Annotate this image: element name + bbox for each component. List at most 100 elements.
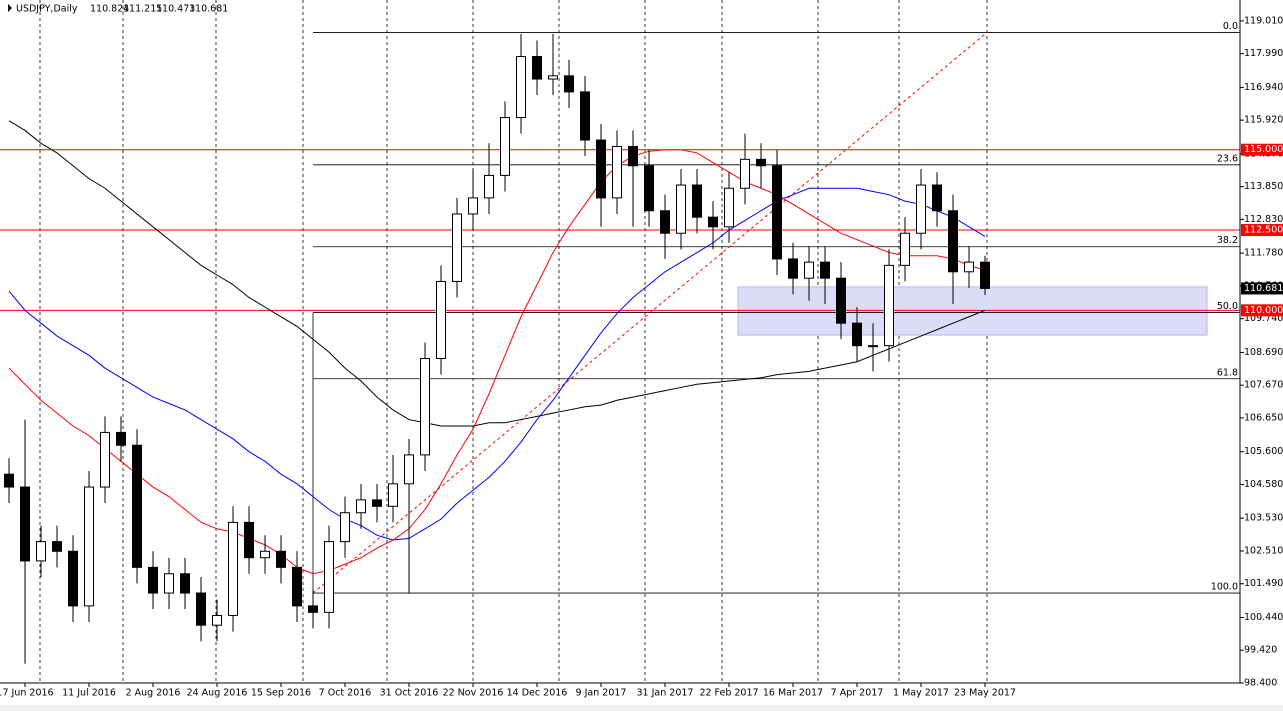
candle-body xyxy=(836,277,846,324)
candle-body xyxy=(852,322,862,347)
candle-body xyxy=(708,216,718,228)
candle-body xyxy=(228,521,238,617)
x-tick-label: 22 Nov 2016 xyxy=(443,688,504,699)
candle-body xyxy=(164,573,174,594)
quote-value: 111.215 xyxy=(123,4,162,15)
fib-label: 23.6 xyxy=(1217,153,1238,164)
x-tick-label: 22 Feb 2017 xyxy=(699,688,758,699)
y-tick-label: 99.420 xyxy=(1244,645,1277,656)
candle-body xyxy=(308,605,318,613)
candle-body xyxy=(772,165,782,260)
candle-body xyxy=(292,566,302,607)
tab-bar xyxy=(0,705,1283,711)
candle-body xyxy=(756,158,766,167)
candle-body xyxy=(532,56,542,80)
y-tick-label: 105.600 xyxy=(1244,446,1283,457)
quote-value: 110.473 xyxy=(156,4,195,15)
level-box-label: 112.500 xyxy=(1244,225,1283,236)
candle-body xyxy=(804,261,814,279)
candle-body xyxy=(404,454,414,485)
fib-label: 0.0 xyxy=(1223,21,1238,32)
candle-body xyxy=(884,264,894,347)
candle-body xyxy=(324,541,334,613)
level-box xyxy=(1241,224,1283,237)
y-tick-label: 100.440 xyxy=(1244,612,1283,623)
x-tick-label: 14 Dec 2016 xyxy=(507,688,568,699)
y-tick-label: 117.990 xyxy=(1244,48,1283,59)
fib-label: 61.8 xyxy=(1217,367,1238,378)
x-tick-label: 24 Aug 2016 xyxy=(187,688,248,699)
x-tick-label: 7 Oct 2016 xyxy=(319,688,372,699)
candle-body xyxy=(52,541,62,552)
moving-average xyxy=(8,187,986,541)
candle-body xyxy=(916,184,926,234)
candle-body xyxy=(356,499,366,514)
quote-value: 110.824 xyxy=(90,4,129,15)
candle-body xyxy=(500,117,510,176)
x-tick-label: 23 May 2017 xyxy=(954,688,1016,699)
candle-body xyxy=(644,165,654,212)
candle-body xyxy=(420,358,430,456)
y-tick-label: 101.490 xyxy=(1244,578,1283,589)
level-box xyxy=(1241,304,1283,317)
level-box-label: 115.000 xyxy=(1244,144,1283,155)
y-tick-label: 112.830 xyxy=(1244,214,1283,225)
x-tick-label: 17 Jun 2016 xyxy=(0,688,54,699)
fib-label: 100.0 xyxy=(1211,582,1238,593)
y-tick-label: 109.740 xyxy=(1244,313,1283,324)
candle-body xyxy=(740,158,750,189)
candle-body xyxy=(276,550,286,568)
last-price-label: 110.681 xyxy=(1244,283,1283,294)
candle-body xyxy=(148,566,158,594)
moving-average xyxy=(8,149,986,575)
candle-body xyxy=(372,499,382,507)
candle-body xyxy=(36,541,46,562)
candle-body xyxy=(548,75,558,80)
chart-title: USDJPY,Daily xyxy=(16,4,78,15)
candle-body xyxy=(68,550,78,607)
x-tick-label: 11 Jul 2016 xyxy=(62,688,116,699)
candle-body xyxy=(900,232,910,266)
x-tick-label: 15 Sep 2016 xyxy=(251,688,311,699)
candle-body xyxy=(388,483,398,507)
candle-body xyxy=(4,473,14,488)
candle-body xyxy=(564,75,574,93)
quote-value: 110.681 xyxy=(189,4,228,15)
y-tick-label: 107.670 xyxy=(1244,380,1283,391)
x-tick-label: 1 May 2017 xyxy=(893,688,949,699)
candle-body xyxy=(948,210,958,273)
fib-trend xyxy=(312,32,988,594)
candle-body xyxy=(132,444,142,568)
fib-label: 38.2 xyxy=(1217,235,1238,246)
y-tick-label: 113.850 xyxy=(1244,181,1283,192)
candle-body xyxy=(20,486,30,562)
y-tick-label: 106.650 xyxy=(1244,412,1283,423)
candle-body xyxy=(340,512,350,543)
candle-body xyxy=(868,345,878,348)
y-tick-label: 111.780 xyxy=(1244,248,1283,259)
candle-body xyxy=(980,261,990,289)
y-tick-label: 119.010 xyxy=(1244,15,1283,26)
candle-body xyxy=(516,56,526,119)
candle-body xyxy=(964,261,974,273)
candle-body xyxy=(468,197,478,215)
y-tick-label: 115.920 xyxy=(1244,115,1283,126)
candle-body xyxy=(628,145,638,167)
y-tick-label: 98.400 xyxy=(1244,678,1277,689)
candle-body xyxy=(452,213,462,282)
candle-body xyxy=(788,258,798,279)
y-tick-label: 108.690 xyxy=(1244,347,1283,358)
candle-body xyxy=(260,550,270,559)
candle-body xyxy=(596,139,606,199)
x-tick-label: 7 Apr 2017 xyxy=(831,688,884,699)
last-price-box xyxy=(1241,282,1283,295)
level-box xyxy=(1241,143,1283,156)
moving-average xyxy=(8,120,986,427)
candle-body xyxy=(820,261,830,279)
candle-body xyxy=(180,573,190,594)
candle-body xyxy=(484,174,494,199)
plot xyxy=(4,34,990,664)
